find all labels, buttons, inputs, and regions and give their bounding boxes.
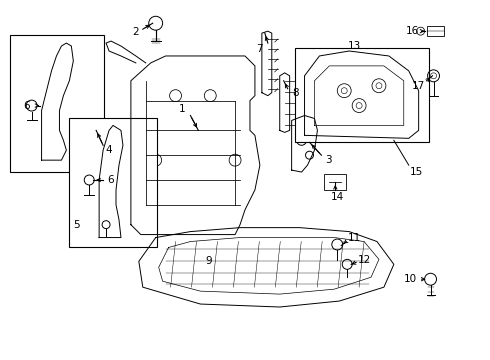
- Bar: [70, 118, 157, 247]
- Text: 3: 3: [325, 155, 332, 165]
- Text: 5: 5: [73, 220, 79, 230]
- Text: 9: 9: [205, 256, 212, 266]
- Bar: [427, 26, 444, 36]
- Text: 10: 10: [404, 274, 417, 284]
- Text: 6: 6: [24, 100, 30, 111]
- Text: 7: 7: [257, 44, 263, 54]
- Text: 6: 6: [108, 175, 114, 185]
- Bar: [10, 35, 104, 172]
- Bar: [294, 48, 429, 142]
- Text: 11: 11: [347, 233, 361, 243]
- Text: 15: 15: [410, 167, 423, 177]
- Bar: [324, 174, 346, 190]
- Text: 14: 14: [331, 192, 344, 202]
- Text: 16: 16: [406, 26, 419, 36]
- Text: 1: 1: [179, 104, 186, 113]
- Text: 12: 12: [357, 255, 371, 265]
- Text: 2: 2: [132, 27, 139, 37]
- Text: 17: 17: [412, 81, 425, 91]
- Text: 13: 13: [347, 41, 361, 51]
- Text: 4: 4: [106, 145, 112, 155]
- Text: 8: 8: [293, 88, 299, 98]
